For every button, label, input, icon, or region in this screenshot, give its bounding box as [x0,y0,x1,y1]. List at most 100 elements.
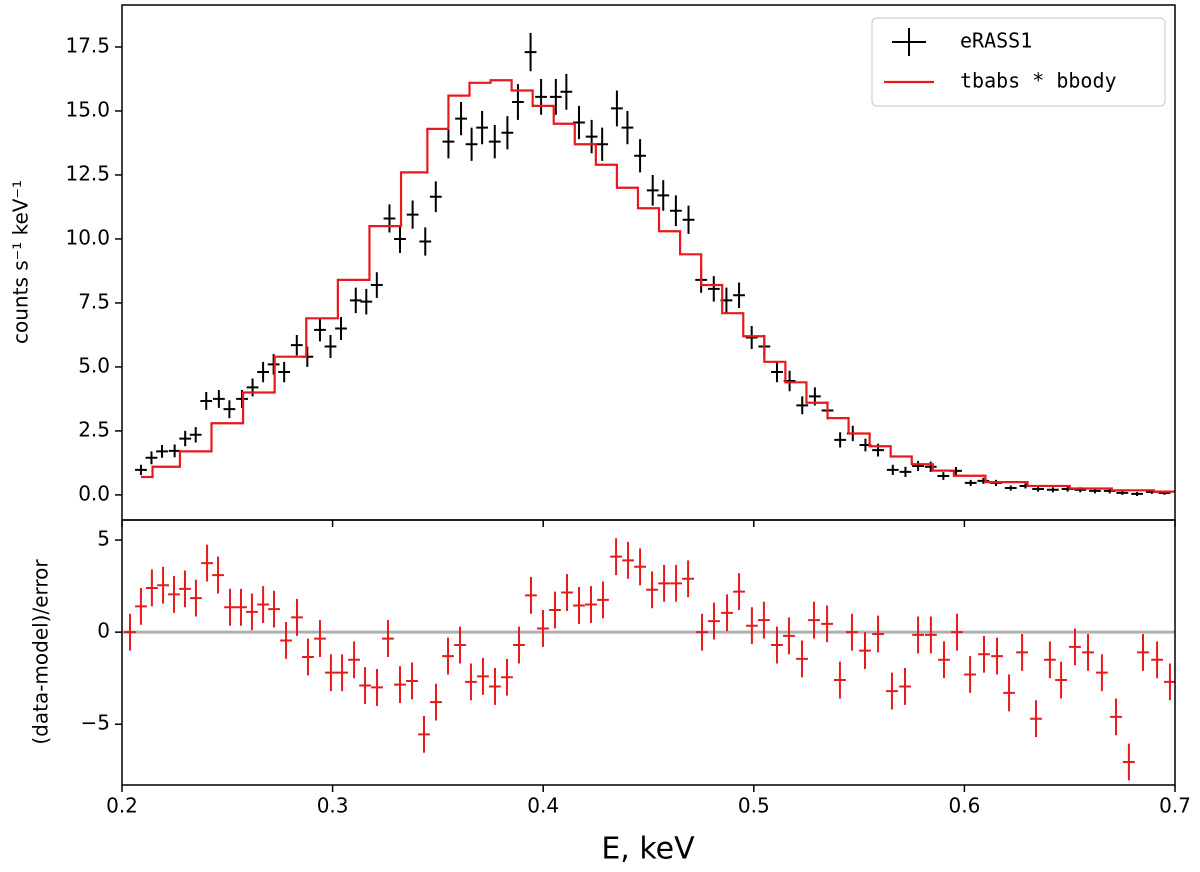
error-bar [937,472,950,480]
y-axis-label: (data-model)/error [29,559,53,745]
y-tick-label: 2.5 [78,417,110,441]
error-bar [733,282,745,309]
error-bar [190,579,202,617]
error-bar [634,139,646,173]
error-bar [834,661,846,699]
error-bar [696,613,708,651]
error-bar [657,180,670,211]
error-bar [1046,487,1059,493]
legend-label: tbabs * bbody [960,69,1117,93]
error-bar [394,666,406,704]
error-bar [951,613,963,651]
error-bar [278,361,291,383]
error-bar [501,116,514,150]
y-tick-label: 0 [97,619,110,643]
error-bar [925,616,937,654]
error-bar [859,632,871,669]
error-bar [585,586,597,623]
error-bar [1032,486,1045,492]
error-bar [179,430,192,447]
error-bar [1116,490,1129,495]
y-tick-label: 5.0 [78,353,110,377]
error-bar [525,576,537,614]
error-bar [1082,633,1094,671]
error-bar [168,444,181,458]
x-tick-label: 0.2 [106,794,138,818]
error-bar [179,570,191,608]
legend-swatch [892,28,926,56]
y-tick-label: 10.0 [65,225,110,249]
error-bar [708,602,720,640]
error-bar [573,587,585,624]
error-bar [1110,698,1122,736]
error-bar [991,637,1003,675]
error-bar [465,127,478,161]
plot-area [122,538,1175,781]
error-bar [733,573,745,611]
error-bar [912,460,924,472]
error-bar [156,445,168,458]
error-bar [646,174,659,206]
error-bar [370,272,383,298]
error-bar [349,287,362,314]
error-bar [360,288,373,315]
error-bar [1016,633,1028,671]
error-bar [290,334,303,356]
error-bar [1151,641,1163,679]
error-bar [1030,700,1042,738]
error-bar [872,615,884,653]
error-bar [611,90,623,127]
error-bar [669,195,682,227]
error-bar [223,400,236,419]
error-bar [783,617,795,655]
y-tick-label: 5 [97,527,110,551]
error-bar [212,556,224,594]
error-bar [622,541,634,579]
error-bar [912,616,924,654]
error-bar [537,610,549,647]
error-bar [977,477,990,484]
error-bar [682,205,695,234]
error-bar [383,204,396,233]
error-bar [549,591,561,629]
error-bar [561,574,573,611]
error-bar [406,662,418,700]
error-bar [157,566,169,604]
error-bar [646,571,658,609]
error-bar [442,637,454,675]
error-bar [707,276,720,302]
error-bar [560,73,573,110]
error-bar [573,105,585,140]
error-bar [1131,491,1143,496]
error-bar [429,181,442,213]
error-bar [477,657,489,695]
error-bar [442,125,455,159]
error-bar [834,432,847,448]
error-bar [796,396,809,415]
y-tick-label: 0.0 [78,481,110,505]
error-bar [246,378,259,397]
error-bar [189,427,202,443]
error-bar [314,620,326,658]
error-bar [938,641,950,679]
error-bar [899,466,912,477]
x-tick-label: 0.6 [948,794,980,818]
error-bar [135,587,147,625]
x-tick-label: 0.4 [527,794,559,818]
error-bar [430,683,442,721]
error-bar [658,564,670,602]
error-bar [1122,743,1135,781]
error-bar [1096,654,1108,692]
error-bar [549,78,562,115]
error-bar [596,127,609,161]
error-bar [268,590,280,628]
error-bar [721,594,733,632]
error-bar [488,125,501,159]
axes-frame [121,519,1176,786]
y-tick-label: 7.5 [78,289,110,313]
y-tick-label: 15.0 [65,97,110,121]
y-tick-label: 12.5 [65,161,110,185]
error-bar [257,586,269,623]
error-bar [524,32,537,72]
error-bar [235,588,247,626]
